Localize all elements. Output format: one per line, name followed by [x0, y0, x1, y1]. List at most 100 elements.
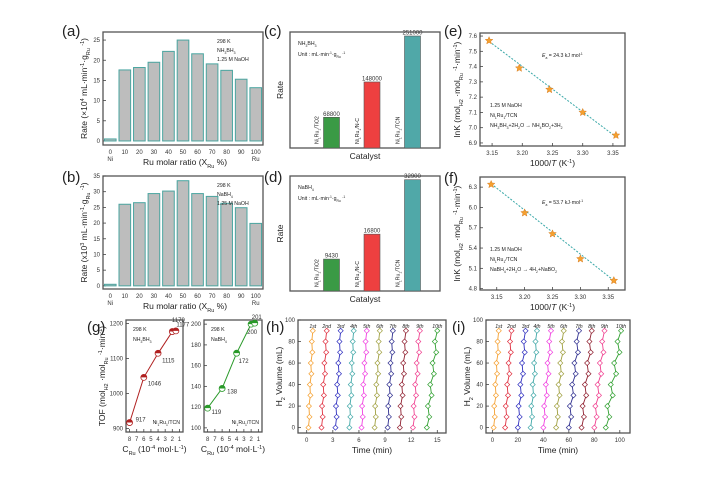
series-line [412, 330, 421, 428]
y-axis-label: H2 Volume (mL) [274, 346, 287, 406]
y-tick-label: 180 [191, 343, 202, 349]
category-label: Ni1Ru1/N-C [355, 261, 362, 287]
x-tick-label: 30 [151, 150, 158, 156]
data-point [387, 360, 394, 367]
data-point [569, 381, 576, 388]
data-point [399, 392, 406, 399]
data-point-fill [251, 320, 258, 324]
data-point [337, 349, 344, 356]
annotation: 1.25 M NaOH [217, 201, 249, 207]
bar [103, 283, 117, 287]
annotation: Ni1Ru1/TCN [232, 420, 260, 427]
y-tick-label: 0 [97, 284, 101, 290]
data-point [398, 413, 405, 420]
series-line [334, 330, 342, 428]
data-point [374, 360, 381, 367]
data-point [309, 349, 316, 356]
y-tick-label: 200 [191, 322, 202, 328]
series-cycle-8: 8th [578, 324, 595, 431]
data-point [321, 360, 328, 367]
panel-label-b: (b) [62, 169, 80, 186]
series-label: 9th [416, 324, 423, 330]
chart-g1: 900 1000 1100 1200 8 7 6 5 4 3 2 1 917 1046 1115 117711… [97, 318, 190, 457]
data-point [614, 338, 621, 345]
data-point [346, 403, 353, 410]
bar [363, 81, 381, 149]
series-cycle-1: 1st [305, 324, 317, 431]
data-point [307, 360, 314, 367]
annotation: 1.25 M NaOH [217, 57, 249, 63]
y-tick-label: 1200 [110, 322, 124, 328]
series-label: 6th [376, 324, 383, 330]
data-point-fill [126, 419, 133, 423]
data-point [306, 381, 313, 388]
y-tick-label: 20 [93, 221, 100, 227]
series-label: 2nd [506, 324, 517, 330]
y-tick-label: 35 [93, 174, 100, 180]
data-point [411, 413, 418, 420]
data-point [424, 403, 431, 410]
data-point-star [609, 276, 619, 285]
x-tick-label: 100 [615, 438, 626, 444]
data-point [594, 381, 601, 388]
data-point [574, 349, 582, 356]
data-point [363, 349, 370, 356]
data-point [570, 392, 577, 399]
y-tick-label: 100 [191, 426, 202, 432]
bar [220, 69, 233, 142]
data-point-fill [204, 405, 211, 409]
annotation: Ni1Ru1/TCN [153, 420, 181, 427]
series-line [387, 330, 394, 428]
data-point [544, 360, 551, 367]
data-point [592, 403, 599, 410]
data-point [323, 327, 330, 334]
data-point [336, 338, 343, 345]
data-point [495, 349, 502, 356]
x-tick-label: 80 [223, 294, 230, 300]
data-point [529, 381, 536, 388]
panel-label-i: (i) [452, 319, 465, 336]
series-label: 4th [533, 324, 540, 330]
data-point [398, 381, 405, 388]
x-tick-label: 1 [257, 437, 261, 443]
data-point [554, 413, 561, 420]
bar [323, 117, 340, 149]
data-point [337, 327, 344, 334]
data-label: 1046 [148, 381, 162, 387]
annotation: 1.25 M NaOH [490, 247, 522, 253]
reaction-equation: NaBH4+2H2O → 4H2+NaBO2 [490, 267, 557, 274]
y-tick-label: 5.1 [469, 266, 478, 272]
y-tick-label: 40 [476, 383, 483, 389]
y-tick-label: 5 [97, 268, 101, 274]
series-cycle-4: 4th [346, 324, 357, 431]
data-point [416, 327, 423, 334]
data-label: 32900 [404, 174, 421, 180]
data-label: 9430 [325, 254, 339, 260]
data-point [602, 424, 609, 431]
y-tick-label: 5.4 [469, 246, 478, 252]
data-point [414, 370, 421, 377]
bar [176, 39, 190, 142]
data-label: 148000 [362, 76, 383, 82]
x-axis-label: Time (min) [352, 445, 392, 455]
bar [118, 203, 132, 287]
data-point [585, 370, 592, 377]
x-tick-label: 6 [357, 438, 361, 444]
data-point [520, 338, 527, 345]
series-line [426, 330, 438, 428]
data-point [429, 360, 436, 367]
data-point [591, 424, 598, 431]
x-tick-label: 7 [213, 437, 217, 443]
data-point [349, 370, 356, 377]
data-point [321, 370, 329, 377]
x-tick-label: 3.25 [547, 151, 559, 157]
chart-f: 4.8 5.1 5.4 5.7 6.0 6.3 3.15 3.20 3.25 3.30 3.35 10… [452, 176, 626, 312]
data-point [613, 370, 620, 377]
data-point [320, 392, 327, 399]
data-point [533, 349, 540, 356]
data-label: 917 [136, 418, 147, 424]
series-cycle-6: 6th [371, 324, 384, 431]
data-point [541, 403, 548, 410]
panel-label-g1: (g) [87, 319, 105, 336]
